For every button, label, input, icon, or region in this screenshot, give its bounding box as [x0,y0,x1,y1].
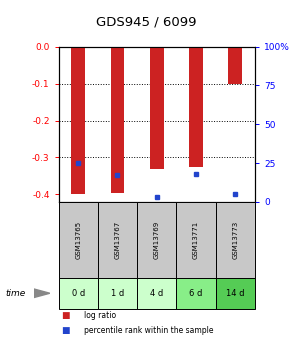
Text: GSM13769: GSM13769 [154,221,160,259]
Text: GDS945 / 6099: GDS945 / 6099 [96,16,197,29]
Text: log ratio: log ratio [84,311,116,320]
Text: GSM13767: GSM13767 [115,221,120,259]
Polygon shape [34,289,50,298]
Bar [229,47,242,83]
Text: GSM13765: GSM13765 [75,221,81,259]
Text: time: time [6,289,26,298]
Text: 1 d: 1 d [111,289,124,298]
Bar [111,47,124,193]
Text: 4 d: 4 d [150,289,163,298]
Text: percentile rank within the sample: percentile rank within the sample [84,326,213,335]
Text: ■: ■ [62,326,70,335]
Text: GSM13771: GSM13771 [193,221,199,259]
Bar [150,47,163,169]
Bar [189,47,203,167]
Text: 0 d: 0 d [71,289,85,298]
Text: 6 d: 6 d [189,289,203,298]
Text: ■: ■ [62,311,70,320]
Bar [71,47,85,195]
Text: 14 d: 14 d [226,289,245,298]
Text: GSM13773: GSM13773 [232,221,238,259]
